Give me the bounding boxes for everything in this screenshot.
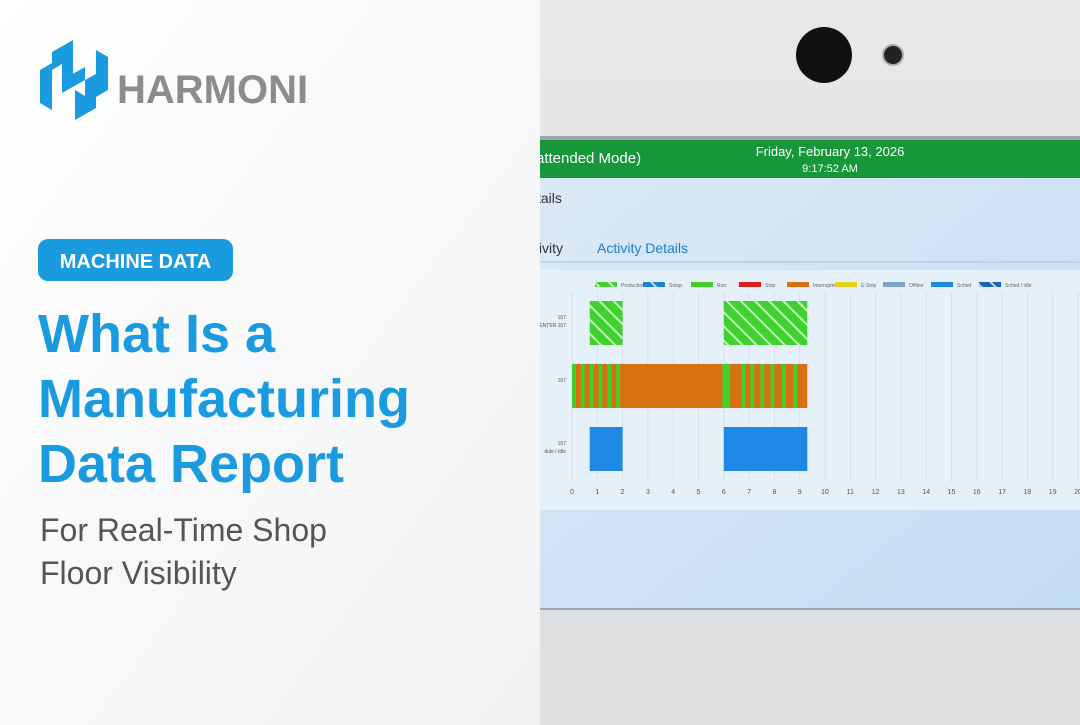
title-line: Data Report <box>38 434 344 494</box>
row-sublabel: ENTER 107 <box>539 323 566 329</box>
segment <box>580 364 585 408</box>
bottom-bezel <box>540 610 1080 725</box>
section: tails <box>537 190 562 206</box>
left-panel <box>0 0 540 725</box>
segment <box>750 364 755 408</box>
x-tick-label: 14 <box>922 489 930 496</box>
title-line: What Is a <box>38 304 276 364</box>
x-tick-label: 19 <box>1049 489 1057 496</box>
row-label: 107 <box>558 441 567 447</box>
segment <box>781 364 786 408</box>
segment <box>722 364 731 408</box>
legend-swatch <box>931 282 953 287</box>
x-tick-label: 8 <box>772 489 776 496</box>
tag-pill <box>38 239 233 281</box>
mode: attended Mode) <box>536 150 641 167</box>
segment <box>760 364 765 408</box>
legend-swatch <box>691 282 713 287</box>
button-hole <box>882 44 904 66</box>
legend-label: Production <box>621 283 645 289</box>
segment <box>770 364 775 408</box>
legend-label: Sched / Idle <box>1005 283 1032 289</box>
segment <box>572 364 576 408</box>
x-tick-label: 18 <box>1024 489 1032 496</box>
x-tick-label: 20 <box>1074 489 1080 496</box>
legend-swatch <box>643 282 665 287</box>
legend-swatch <box>739 282 761 287</box>
legend-swatch <box>595 282 617 287</box>
date: Friday, February 13, 2026 <box>756 144 905 159</box>
x-tick-label: 1 <box>595 489 599 496</box>
x-tick-label: 2 <box>621 489 625 496</box>
segment <box>723 301 808 345</box>
row-label: 107 <box>558 315 567 321</box>
x-tick-label: 13 <box>897 489 905 496</box>
knob <box>796 27 852 83</box>
segment <box>598 364 603 408</box>
legend-label: Run <box>717 283 726 289</box>
x-tick-label: 7 <box>747 489 751 496</box>
legend-label: Stop <box>765 283 776 289</box>
screen-header <box>540 140 1080 178</box>
legend-swatch <box>835 282 857 287</box>
segment <box>741 364 746 408</box>
segment <box>589 301 623 345</box>
segment <box>589 427 623 471</box>
x-tick-label: 5 <box>697 489 701 496</box>
segment <box>589 364 594 408</box>
x-tick-label: 12 <box>872 489 880 496</box>
segment <box>616 364 621 408</box>
tab[interactable]: tivity <box>535 240 563 256</box>
x-tick-label: 4 <box>671 489 675 496</box>
x-tick-label: 10 <box>821 489 829 496</box>
x-tick-label: 15 <box>948 489 956 496</box>
segment <box>723 427 808 471</box>
subtitle-line: For Real-Time Shop <box>40 512 327 548</box>
x-tick-label: 0 <box>570 489 574 496</box>
legend-swatch <box>883 282 905 287</box>
subtitle-line: Floor Visibility <box>40 555 237 591</box>
legend-label: Sched <box>957 283 971 289</box>
x-tick-label: 11 <box>847 489 854 496</box>
x-tick-label: 16 <box>973 489 981 496</box>
tab[interactable]: Activity Details <box>597 240 688 256</box>
logo-icon <box>40 40 108 120</box>
legend-swatch <box>787 282 809 287</box>
row-sublabel: dule / Idle <box>544 449 566 455</box>
time: 9:17:52 AM <box>802 163 858 175</box>
legend-label: Interrupted <box>813 283 837 289</box>
title-line: Manufacturing <box>38 369 410 429</box>
x-tick-label: 3 <box>646 489 650 496</box>
x-tick-label: 6 <box>722 489 726 496</box>
tag: MACHINE DATA <box>60 251 211 273</box>
x-tick-label: 17 <box>998 489 1006 496</box>
legend-label: Offline <box>909 283 924 289</box>
row-label: 107 <box>558 378 567 384</box>
legend-swatch <box>979 282 1001 287</box>
x-tick-label: 9 <box>798 489 802 496</box>
legend-label: E-Stop <box>861 283 877 289</box>
segment <box>793 364 798 408</box>
segment <box>607 364 612 408</box>
legend-label: Setup <box>669 283 682 289</box>
brand-name: HARMONI <box>117 68 308 112</box>
